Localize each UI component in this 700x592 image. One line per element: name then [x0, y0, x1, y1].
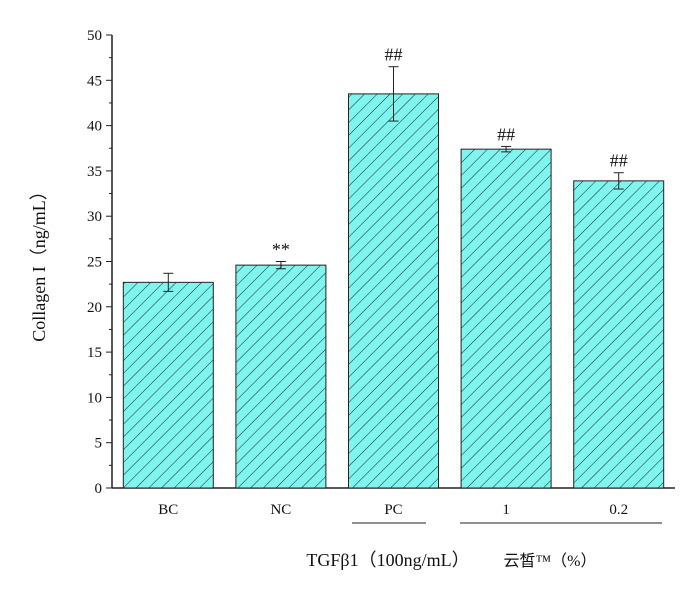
- annotation: ##: [497, 124, 515, 144]
- x-tick-label: NC: [270, 502, 291, 518]
- annotation: ##: [610, 151, 628, 171]
- x-tick-label: 1: [502, 502, 510, 518]
- bar-hatch: [461, 149, 552, 488]
- x-tick-label: PC: [384, 502, 402, 518]
- group-label: 云皙™（%）: [503, 552, 596, 570]
- annotation: **: [272, 240, 290, 260]
- y-tick-label: 50: [87, 28, 102, 44]
- bar-hatch: [573, 180, 664, 488]
- annotation: ##: [385, 45, 403, 65]
- y-tick-label: 40: [87, 119, 102, 135]
- y-axis-title: Collagen I（ng/mL）: [29, 182, 49, 341]
- y-tick-label: 10: [87, 390, 102, 406]
- y-tick-label: 30: [87, 209, 102, 225]
- y-tick-label: 45: [87, 73, 102, 89]
- y-tick-label: 0: [95, 481, 103, 497]
- bar-hatch: [235, 265, 326, 488]
- bar-hatch: [123, 282, 214, 488]
- y-tick-label: 20: [87, 300, 102, 316]
- x-tick-label: 0.2: [609, 502, 628, 518]
- y-tick-label: 35: [87, 164, 102, 180]
- bar-hatch: [348, 93, 439, 488]
- y-tick-label: 15: [87, 345, 102, 361]
- group-label: TGFβ1（100ng/mL）: [306, 550, 469, 570]
- y-tick-label: 25: [87, 255, 102, 271]
- x-tick-label: BC: [158, 502, 178, 518]
- y-tick-label: 5: [95, 436, 103, 452]
